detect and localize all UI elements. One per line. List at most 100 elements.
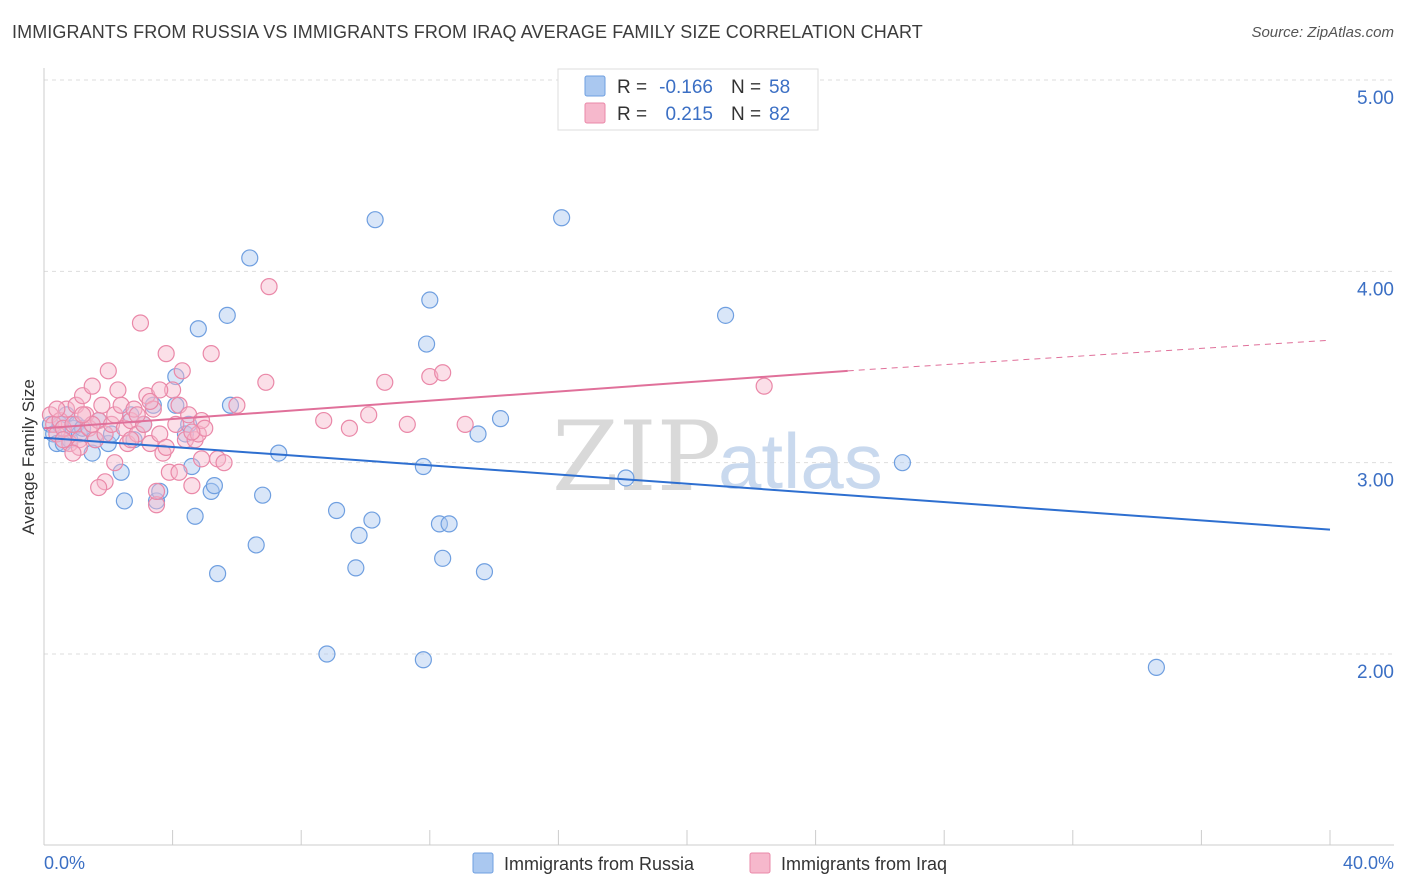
russia-point [254, 486, 272, 504]
russia-point [417, 335, 436, 353]
russia-point [366, 211, 384, 229]
bottom-legend-iraq: Immigrants from Iraq [781, 854, 947, 874]
russia-point [440, 515, 458, 533]
iraq-point [57, 400, 76, 418]
russia-trend-line [43, 436, 1331, 531]
russia-point [247, 536, 265, 554]
iraq-point [189, 425, 207, 443]
russia-point [167, 367, 185, 386]
iraq-point [41, 406, 60, 424]
top-legend: R = -0.166 N = 58 R = 0.215 N = 82 [557, 68, 819, 131]
russia-point [189, 320, 207, 338]
x-ticks [43, 830, 1331, 845]
iraq-point [96, 473, 114, 491]
y-tick-label: 2.00 [1357, 662, 1394, 683]
trend-lines [43, 339, 1331, 531]
russia-point [205, 477, 223, 495]
iraq-point [48, 400, 66, 418]
legend-iraq-n-value: 82 [769, 104, 790, 125]
iraq-point [128, 406, 146, 424]
iraq-point [228, 396, 246, 414]
russia-point [186, 507, 204, 525]
russia-point [1147, 658, 1165, 676]
iraq-point [106, 454, 124, 472]
iraq-point [170, 463, 188, 481]
legend-russia-r-label: R = [617, 77, 647, 98]
iraq-point [434, 364, 452, 382]
iraq-point [421, 367, 439, 386]
source-credit: Source: ZipAtlas.com [1251, 24, 1394, 41]
legend-russia-n-value: 58 [769, 77, 790, 98]
iraq-point [755, 377, 773, 395]
legend-iraq-n-label: N = [731, 104, 761, 125]
iraq-point [183, 477, 201, 495]
iraq-point [83, 377, 101, 395]
watermark-atlas: atlas [718, 417, 883, 505]
russia-point [414, 457, 432, 476]
iraq-point [257, 373, 275, 391]
chart-title: IMMIGRANTS FROM RUSSIA VS IMMIGRANTS FRO… [12, 22, 923, 42]
iraq-point [173, 362, 191, 380]
iraq-point [260, 278, 278, 296]
russia-point [115, 492, 133, 510]
russia-point [147, 492, 166, 510]
iraq-point [215, 454, 233, 472]
russia-point [327, 501, 346, 520]
legend-swatch-russia [584, 75, 606, 97]
iraq-point [456, 415, 474, 433]
x-tick-label-max: 40.0% [1343, 853, 1394, 873]
axes [43, 68, 1394, 846]
y-tick-label: 3.00 [1357, 471, 1394, 492]
iraq-point [128, 425, 146, 443]
iraq-point [376, 373, 394, 391]
bottom-legend-swatch-russia [472, 852, 494, 874]
iraq-point [112, 396, 130, 414]
iraq-point [147, 496, 166, 514]
russia-point [363, 511, 381, 529]
iraq-points [41, 278, 773, 514]
iraq-trend-line-extension [847, 339, 1331, 372]
iraq-point [202, 345, 220, 363]
iraq-point [160, 463, 178, 481]
russia-point [430, 515, 449, 533]
iraq-point [64, 444, 82, 462]
iraq-point [93, 396, 111, 414]
russia-point [893, 454, 912, 472]
iraq-point [192, 450, 211, 468]
iraq-trend-line [43, 369, 848, 430]
russia-point [112, 463, 130, 481]
iraq-point [360, 406, 378, 424]
iraq-point [141, 392, 159, 411]
iraq-point [183, 423, 201, 441]
iraq-point [167, 415, 185, 433]
y-tick-label: 4.00 [1357, 279, 1394, 300]
y-tick-labels: 2.00 3.00 4.00 5.00 [1357, 88, 1394, 683]
bottom-legend-swatch-iraq [749, 852, 771, 874]
russia-point [347, 559, 365, 577]
legend-swatch-iraq [584, 102, 606, 124]
iraq-point [398, 415, 416, 433]
russia-point [491, 410, 510, 428]
watermark-zip: ZIP [552, 401, 721, 513]
russia-point [241, 249, 259, 267]
russia-point [318, 645, 336, 663]
y-axis-label: Average Family Size [19, 379, 38, 535]
russia-point [221, 396, 240, 414]
iraq-point [196, 419, 214, 437]
russia-point [350, 526, 368, 544]
legend-iraq-r-label: R = [617, 104, 647, 125]
legend-russia-n-label: N = [731, 77, 761, 98]
russia-point [434, 549, 452, 567]
russia-point [716, 306, 735, 324]
russia-point [414, 651, 432, 669]
bottom-legend: Immigrants from Russia Immigrants from I… [472, 852, 947, 874]
iraq-point [90, 478, 108, 497]
iraq-point [147, 482, 166, 500]
legend-russia-r-value: -0.166 [659, 77, 713, 98]
iraq-point [164, 381, 182, 399]
x-tick-label-min: 0.0% [44, 853, 85, 873]
russia-point [218, 306, 236, 324]
iraq-point [315, 411, 333, 430]
russia-point [469, 425, 487, 443]
